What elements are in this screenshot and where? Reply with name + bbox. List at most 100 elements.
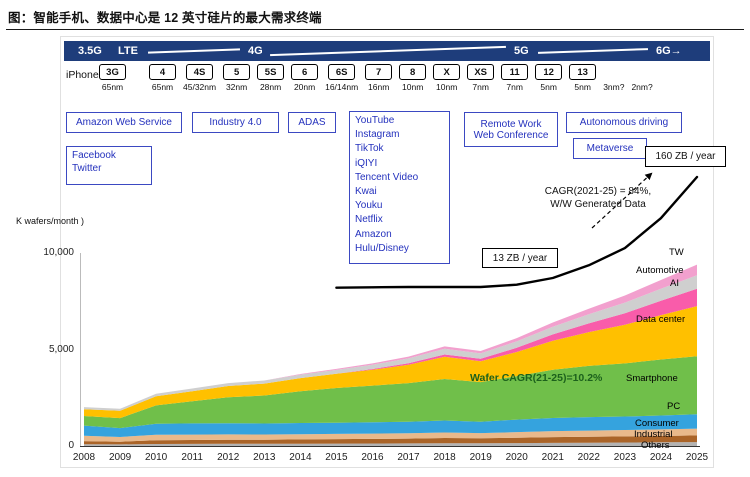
future-node-3nm-: 3nm? [603,64,624,92]
iphone-model-box: 5S [257,64,285,80]
generated-data-cagr-note: CAGR(2021-25) = 84%, W/W Generated Data [527,185,669,211]
future-node-2nm-: 2nm? [631,64,652,92]
iphone-model-4: 4 65nm [149,64,176,92]
iphone-model-6: 6 20nm [291,64,319,92]
y-axis-tick-0: 0 [68,440,74,451]
process-node-label: 10nm [436,82,458,92]
process-node-label: 7nm [506,82,523,92]
x-axis-year-2022: 2022 [577,452,600,463]
x-axis-year-2020: 2020 [505,452,528,463]
streaming-app-instagram: Instagram [355,129,400,141]
timeline-label-6g: 6G→ [656,44,682,57]
x-axis-year-2014: 2014 [289,452,312,463]
iphone-model-box: 3G [99,64,126,80]
iphone-model-box: 12 [535,64,563,80]
iphone-model-box: XS [467,64,495,80]
process-node-label: 32nm [225,82,248,92]
iphone-model-8: 8 10nm [399,64,427,92]
series-label-consumer: Consumer [635,418,679,429]
streaming-app-amazon: Amazon [355,228,392,240]
streaming-app-hulu-disney: Hulu/Disney [355,242,409,254]
streaming-app-tencent-video: Tencent Video [355,171,419,183]
process-node-label: 65nm [151,82,174,92]
generated-data-line [335,175,699,289]
app-box-aws: Amazon Web Service [66,112,182,133]
iphone-model-box: 11 [501,64,529,80]
y-axis-tick-5000: 5,000 [48,343,74,355]
series-label-data-center: Data center [636,314,686,325]
title-divider [6,29,744,30]
social-label-twitter: Twitter [72,163,102,174]
app-box-social: Facebook Twitter [66,146,152,185]
x-axis-year-2011: 2011 [181,452,203,463]
iphone-model-3g: 3G 65nm [99,64,126,92]
series-label-ai: AI [670,278,679,289]
streaming-app-youtube: YouTube [355,115,395,126]
iphone-model-x: X 10nm [433,64,461,92]
iphone-model-row: 3G 65nm 4 65nm 4S 45/32nm 5 32nm 5S 28nm 6 20nm 6S 16… [99,64,653,92]
series-label-tw: TW [669,247,684,258]
y-axis-tick-10000: 10,000 [43,247,74,258]
iphone-model-6s: 6S 16/14nm [325,64,358,92]
x-axis-year-2021: 2021 [541,452,564,463]
remote-work-label: Remote Work [480,118,542,130]
x-axis-year-2013: 2013 [253,452,276,463]
app-box-remote-work: Remote Work Web Conference [464,112,558,147]
iphone-model-box: 5 [223,64,251,80]
iphone-model-xs: XS 7nm [467,64,495,92]
iphone-model-box: 8 [399,64,427,80]
x-axis-year-2016: 2016 [361,452,384,463]
iphone-model-7: 7 16nm [365,64,393,92]
x-axis-year-2010: 2010 [144,452,168,463]
app-box-metaverse: Metaverse [573,138,647,159]
timeline-connector-line [148,48,240,54]
timeline-label-lte: LTE [118,44,138,57]
process-node-label: 7nm [472,82,489,92]
iphone-model-4s: 4S 45/32nm [183,64,216,92]
iphone-model-box: 4 [149,64,176,80]
figure-title: 图：智能手机、数据中心是 12 英寸硅片的最大需求终端 [8,11,322,25]
iphone-model-box: 13 [569,64,597,80]
wafer-cagr-label: Wafer CAGR(21-25)=10.2% [470,372,603,384]
area-others [84,442,697,446]
x-axis-year-2015: 2015 [325,452,348,463]
iphone-model-box: 7 [365,64,393,80]
process-node-label: 20nm [293,82,316,92]
process-node-label: 2nm? [631,82,653,92]
iphone-model-box: 4S [186,64,214,80]
social-label-facebook: Facebook [72,150,116,161]
y-axis-title: K wafers/month ) [16,216,85,226]
iphone-model-5: 5 32nm [223,64,251,92]
iphone-model-box: 6S [328,64,356,80]
area-data-center [84,306,697,419]
iphone-model-12: 12 5nm [535,64,563,92]
x-axis-year-2012: 2012 [217,452,240,463]
timeline-label-4g: 4G [248,44,263,57]
streaming-app-iqiyi: iQIYI [355,157,378,169]
app-box-industry-4-0: Industry 4.0 [192,112,279,133]
process-node-label: 28nm [259,82,282,92]
series-label-industrial: Industrial [634,429,673,440]
web-conference-label: Web Conference [473,129,549,141]
x-axis-year-2025: 2025 [685,452,709,463]
cagr-note-line2: W/W Generated Data [550,199,646,210]
process-node-label: 10nm [402,82,424,92]
app-box-adas: ADAS [288,112,336,133]
annotation-box-160zb: 160 ZB / year [645,146,726,167]
timeline-label-3-5g: 3.5G [78,44,102,57]
cagr-note-line1: CAGR(2021-25) = 84%, [544,186,652,197]
series-label-others: Others [641,440,670,451]
process-node-label: 16/14nm [325,82,359,92]
iphone-model-5s: 5S 28nm [257,64,285,92]
empty-box-slot [641,64,643,80]
stacked-area-chart [80,172,700,447]
x-axis-year-2017: 2017 [397,452,420,463]
area-industrial [84,435,697,445]
process-node-label: 65nm [101,82,124,92]
empty-box-slot [613,64,615,80]
timeline-connector-line [538,48,648,54]
app-box-streaming: YouTube Instagram TikTok iQIYI Tencent Video… [349,111,450,264]
app-box-autonomous-driving: Autonomous driving [566,112,682,133]
iphone-model-box: 6 [291,64,319,80]
